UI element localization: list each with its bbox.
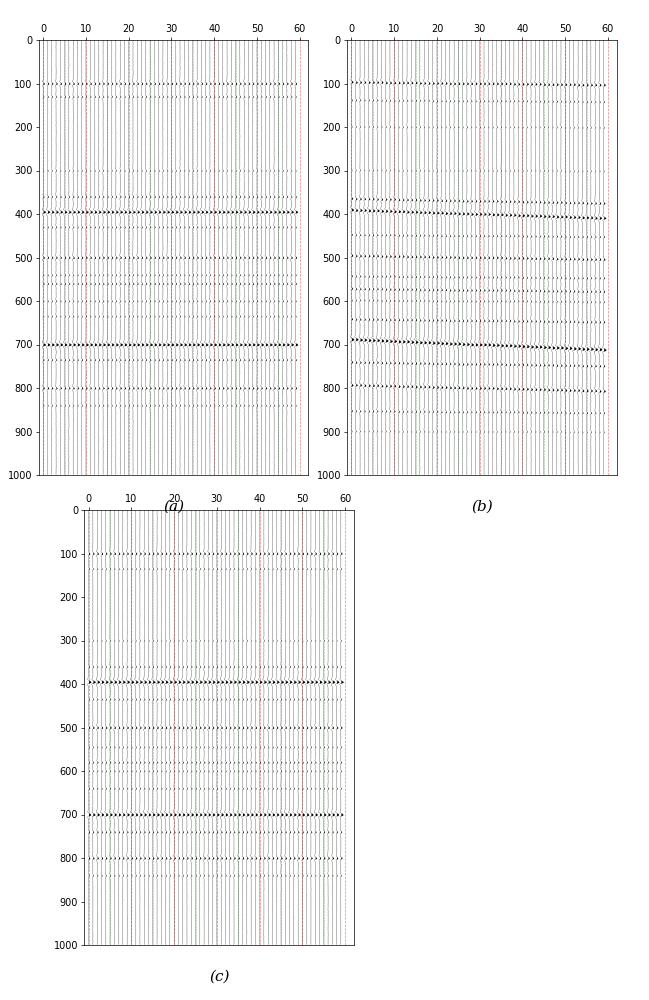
Text: (a): (a) — [164, 500, 184, 514]
Text: (b): (b) — [471, 500, 493, 514]
Text: (c): (c) — [209, 970, 230, 984]
